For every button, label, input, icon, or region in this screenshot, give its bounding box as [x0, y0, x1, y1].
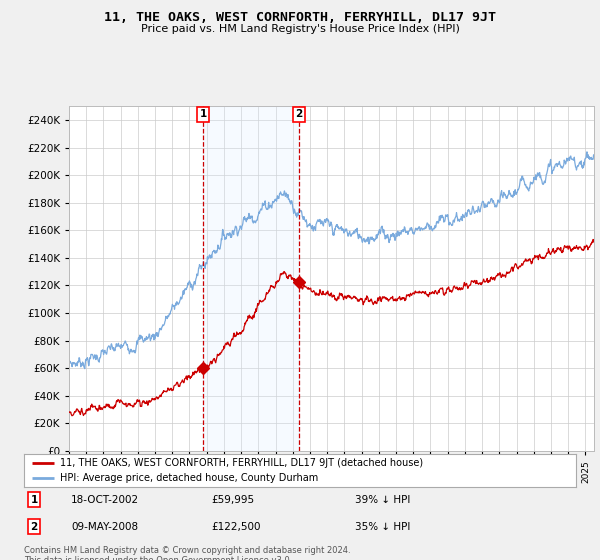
- Text: 39% ↓ HPI: 39% ↓ HPI: [355, 494, 410, 505]
- Text: 09-MAY-2008: 09-MAY-2008: [71, 521, 138, 531]
- Bar: [203, 106, 299, 451]
- Text: 2: 2: [31, 521, 38, 531]
- Text: Contains HM Land Registry data © Crown copyright and database right 2024.
This d: Contains HM Land Registry data © Crown c…: [24, 546, 350, 560]
- Text: 11, THE OAKS, WEST CORNFORTH, FERRYHILL, DL17 9JT (detached house): 11, THE OAKS, WEST CORNFORTH, FERRYHILL,…: [60, 458, 423, 468]
- Text: HPI: Average price, detached house, County Durham: HPI: Average price, detached house, Coun…: [60, 473, 318, 483]
- Text: 35% ↓ HPI: 35% ↓ HPI: [355, 521, 410, 531]
- Text: £122,500: £122,500: [212, 521, 261, 531]
- Text: 1: 1: [31, 494, 38, 505]
- Text: 11, THE OAKS, WEST CORNFORTH, FERRYHILL, DL17 9JT: 11, THE OAKS, WEST CORNFORTH, FERRYHILL,…: [104, 11, 496, 24]
- Text: Price paid vs. HM Land Registry's House Price Index (HPI): Price paid vs. HM Land Registry's House …: [140, 24, 460, 34]
- Text: 18-OCT-2002: 18-OCT-2002: [71, 494, 139, 505]
- Text: 1: 1: [199, 109, 207, 119]
- Text: 2: 2: [295, 109, 302, 119]
- Text: £59,995: £59,995: [212, 494, 255, 505]
